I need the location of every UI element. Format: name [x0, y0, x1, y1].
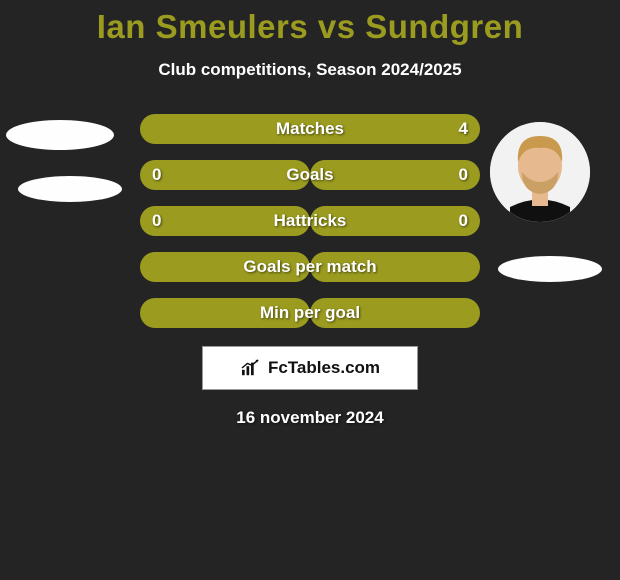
- player-right-avatar: [490, 122, 590, 222]
- stats-zone: Matches 4 0 Goals 0 0 Hattricks 0 Goals …: [0, 114, 620, 328]
- date-line: 16 november 2024: [0, 408, 620, 428]
- player-left-ellipse-1: [6, 120, 114, 150]
- stat-bar-left: [140, 160, 310, 190]
- stat-row-goals: 0 Goals 0: [140, 160, 480, 190]
- stat-row-min-per-goal: Min per goal: [140, 298, 480, 328]
- watermark-text: FcTables.com: [268, 358, 380, 378]
- stat-bar-left: [140, 206, 310, 236]
- infographic-container: Ian Smeulers vs Sundgren Club competitio…: [0, 0, 620, 580]
- player-left-ellipse-2: [18, 176, 122, 202]
- watermark-box: FcTables.com: [202, 346, 418, 390]
- stat-row-goals-per-match: Goals per match: [140, 252, 480, 282]
- player-right-ellipse: [498, 256, 602, 282]
- stat-bar-left: [140, 252, 310, 282]
- stat-row-matches: Matches 4: [140, 114, 480, 144]
- stat-bar-left: [140, 298, 310, 328]
- avatar-illustration: [490, 122, 590, 222]
- stat-bar-right: [310, 206, 480, 236]
- stat-bar-right: [310, 160, 480, 190]
- page-title: Ian Smeulers vs Sundgren: [0, 8, 620, 46]
- stat-bar-right: [140, 114, 480, 144]
- stat-row-hattricks: 0 Hattricks 0: [140, 206, 480, 236]
- subtitle: Club competitions, Season 2024/2025: [0, 60, 620, 80]
- stat-bar-right: [310, 252, 480, 282]
- stat-bar-right: [310, 298, 480, 328]
- bar-chart-icon: [240, 359, 262, 377]
